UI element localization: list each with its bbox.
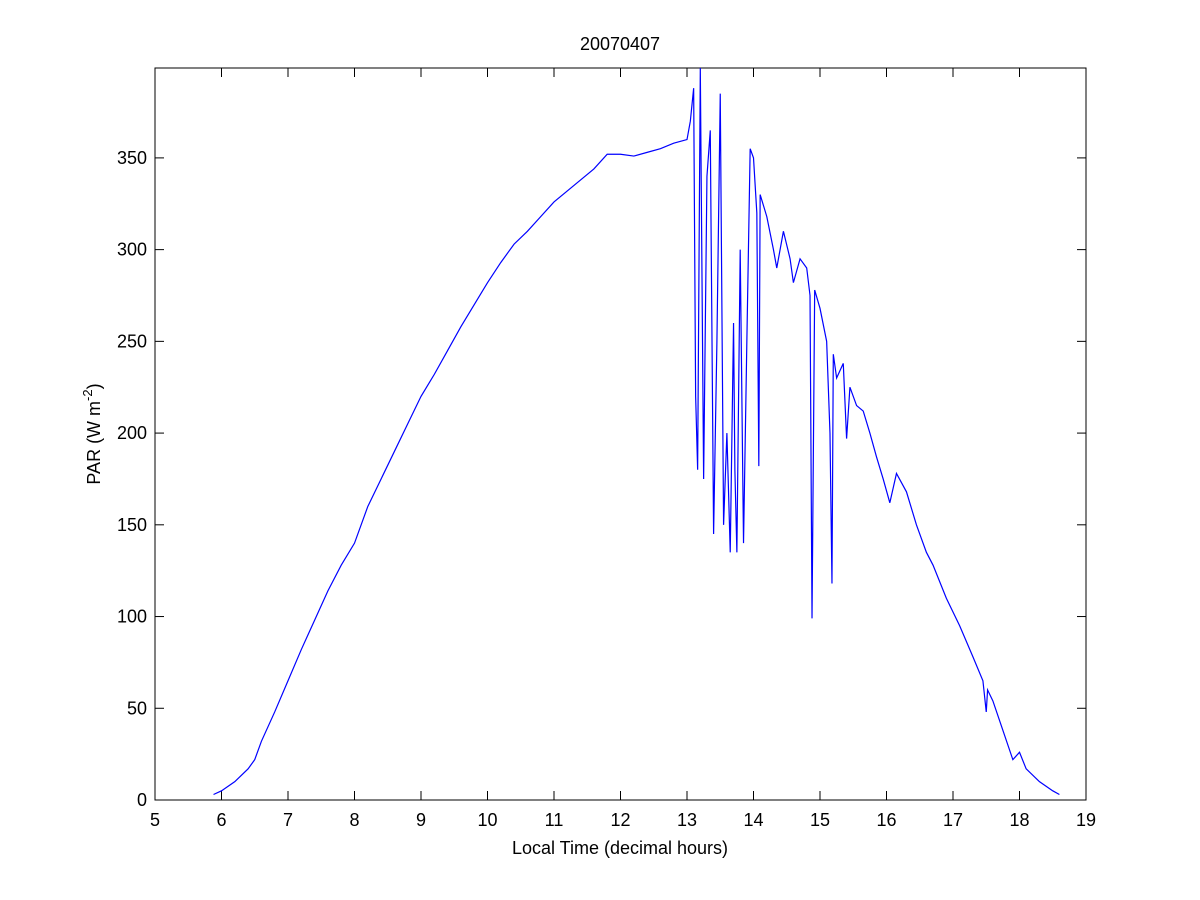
- x-tick-label: 18: [1009, 810, 1029, 830]
- x-tick-label: 6: [216, 810, 226, 830]
- y-label-text: ): [84, 383, 104, 389]
- y-tick-label: 350: [117, 148, 147, 168]
- x-tick-label: 19: [1076, 810, 1096, 830]
- y-label-text: PAR (W m: [84, 401, 104, 485]
- x-tick-label: 14: [743, 810, 763, 830]
- x-tick-label: 12: [610, 810, 630, 830]
- x-tick-label: 11: [545, 810, 564, 830]
- x-tick-label: 15: [810, 810, 830, 830]
- x-axis-label: Local Time (decimal hours): [512, 838, 728, 858]
- y-axis-label: PAR (W m-2): [80, 383, 104, 484]
- y-tick-label: 200: [117, 423, 147, 443]
- chart-title: 20070407: [580, 34, 660, 54]
- y-tick-label: 250: [117, 331, 147, 351]
- x-tick-label: 17: [943, 810, 963, 830]
- x-tick-label: 13: [677, 810, 697, 830]
- y-tick-label: 50: [127, 698, 147, 718]
- y-tick-label: 150: [117, 515, 147, 535]
- plot-area: [154, 67, 1087, 801]
- x-tick-label: 16: [876, 810, 896, 830]
- x-tick-label: 8: [349, 810, 359, 830]
- y-label-superscript: -2: [80, 389, 95, 401]
- x-tick-label: 10: [477, 810, 497, 830]
- y-tick-label: 0: [137, 790, 147, 810]
- y-tick-label: 100: [117, 607, 147, 627]
- data-line: [213, 67, 1060, 796]
- x-tick-label: 5: [150, 810, 160, 830]
- y-tick-label: 300: [117, 240, 147, 260]
- x-tick-label: 7: [283, 810, 293, 830]
- x-tick-label: 9: [416, 810, 426, 830]
